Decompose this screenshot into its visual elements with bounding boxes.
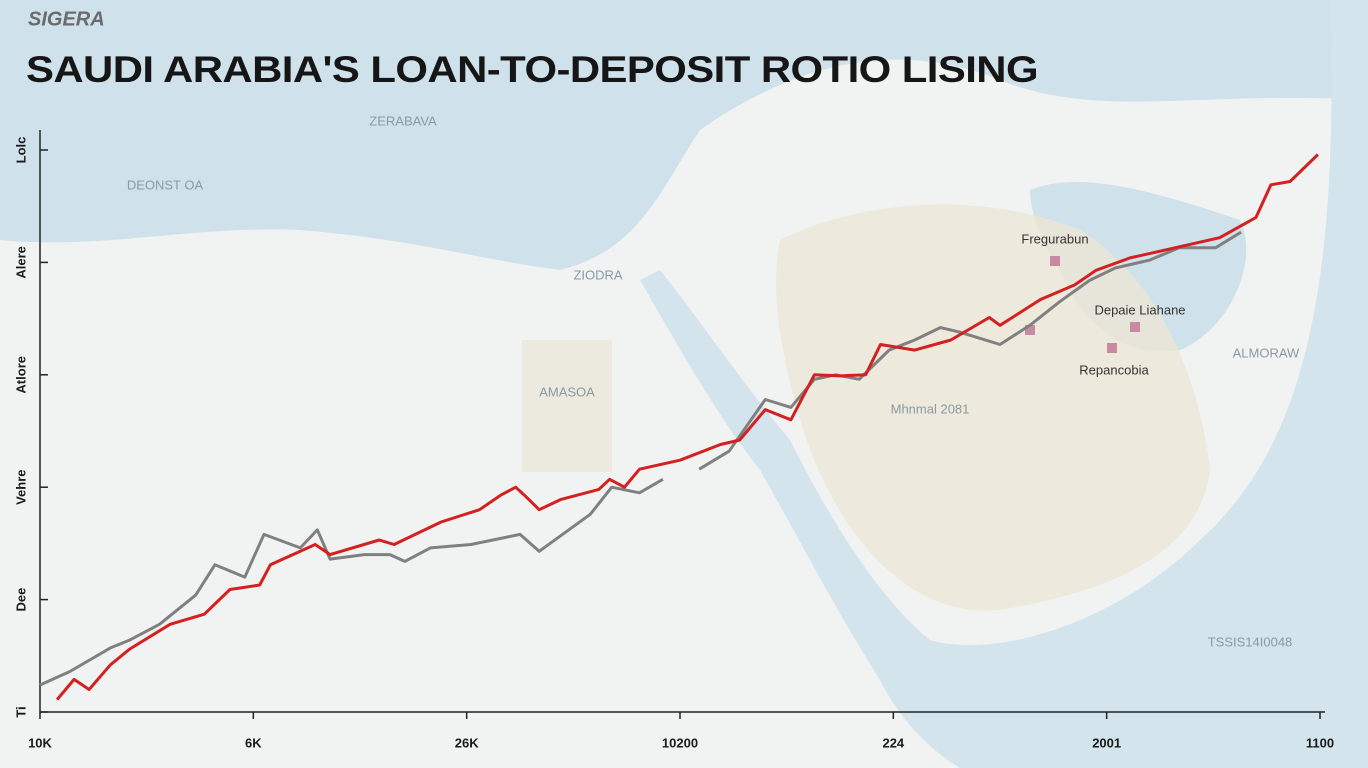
- chart-title: SAUDI ARABIA'S LOAN-TO-DEPOSIT ROTIO LIS…: [26, 49, 1038, 90]
- annotation: Mhnmal 2081: [891, 401, 970, 416]
- line-series: [39, 230, 1242, 687]
- x-tick-label: 10K: [28, 735, 52, 750]
- annotation: Repancobia: [1079, 362, 1149, 377]
- marker: [1107, 343, 1117, 353]
- line-series: [55, 153, 1319, 701]
- sea: [640, 0, 1368, 768]
- y-tick-label: Alere: [13, 246, 28, 279]
- y-tick-label: Dee: [13, 588, 28, 612]
- y-tick-label: Lolc: [13, 137, 28, 164]
- x-tick-label: 10200: [662, 735, 698, 750]
- x-tick-label: 2001: [1092, 735, 1121, 750]
- x-tick-label: 6K: [245, 735, 262, 750]
- y-tick-label: Ti: [13, 706, 28, 717]
- x-tick-label: 224: [882, 735, 904, 750]
- y-tick-label: Atlore: [13, 356, 28, 394]
- annotation: Fregurabun: [1021, 231, 1088, 246]
- annotation: DEONST OA: [127, 177, 204, 192]
- marker: [1050, 256, 1060, 266]
- marker: [1025, 325, 1035, 335]
- annotation: TSSIS14I0048: [1208, 634, 1293, 649]
- marker: [1130, 322, 1140, 332]
- annotation: Depaie Liahane: [1094, 302, 1185, 317]
- annotation: ZERABAVA: [369, 113, 437, 128]
- region: [776, 204, 1210, 611]
- x-tick-label: 26K: [455, 735, 479, 750]
- annotation: ZIODRA: [573, 267, 622, 282]
- region: [522, 340, 612, 472]
- y-tick-label: Vehre: [13, 469, 28, 504]
- x-tick-label: 1100: [1306, 735, 1334, 750]
- chart-subtitle: SIGERA: [28, 8, 105, 30]
- annotation: AMASOA: [539, 384, 595, 399]
- sea: [0, 0, 1368, 270]
- annotation: ALMORAW: [1233, 345, 1300, 360]
